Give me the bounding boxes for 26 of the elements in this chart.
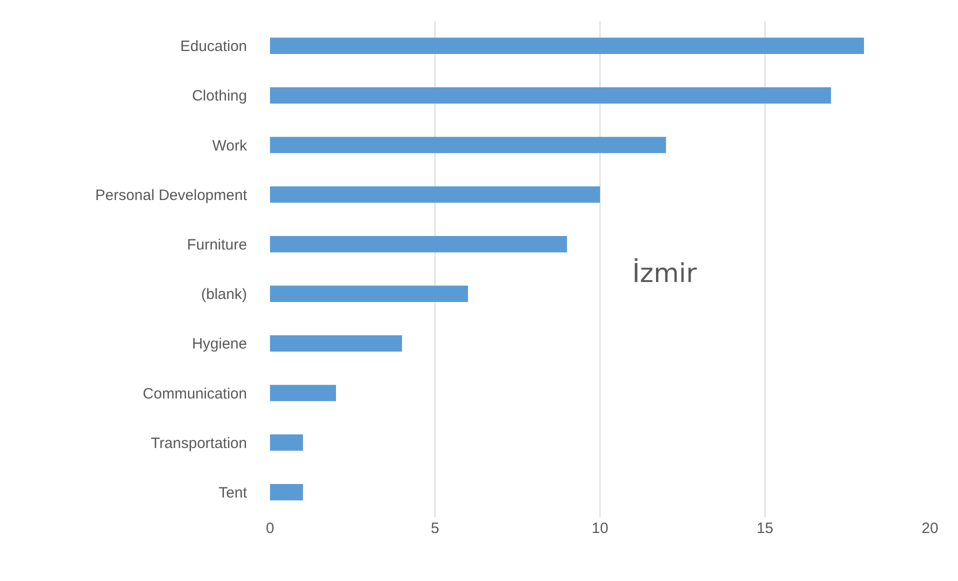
y-tick-label: (blank) bbox=[201, 286, 247, 304]
y-tick-label: Personal Development bbox=[95, 186, 248, 204]
text: İzmir bbox=[632, 258, 698, 290]
bar bbox=[270, 136, 666, 154]
bar bbox=[270, 484, 303, 500]
bar bbox=[270, 384, 336, 402]
y-tick-label: Communication bbox=[142, 385, 247, 402]
y-tick-label: Furniture bbox=[186, 236, 247, 254]
bar bbox=[270, 38, 864, 54]
bar bbox=[270, 286, 468, 302]
y-tick-label: Education bbox=[180, 38, 247, 56]
x-tick-label: 10 bbox=[592, 520, 608, 537]
y-tick-label: Hygiene bbox=[192, 336, 247, 353]
x-tick-label: 5 bbox=[430, 520, 440, 537]
y-tick-label: Transportation bbox=[150, 434, 247, 452]
y-tick-label: Tent bbox=[218, 484, 248, 502]
bar bbox=[270, 87, 831, 104]
x-tick-label: 20 bbox=[922, 520, 938, 537]
y-tick-label: Clothing bbox=[192, 88, 247, 105]
bar bbox=[270, 186, 600, 203]
x-tick-label: 15 bbox=[756, 520, 774, 537]
bar bbox=[270, 434, 303, 451]
y-tick-label: Work bbox=[212, 137, 248, 154]
bar bbox=[270, 236, 567, 252]
x-tick-label: 0 bbox=[266, 520, 274, 537]
bar bbox=[270, 335, 402, 352]
